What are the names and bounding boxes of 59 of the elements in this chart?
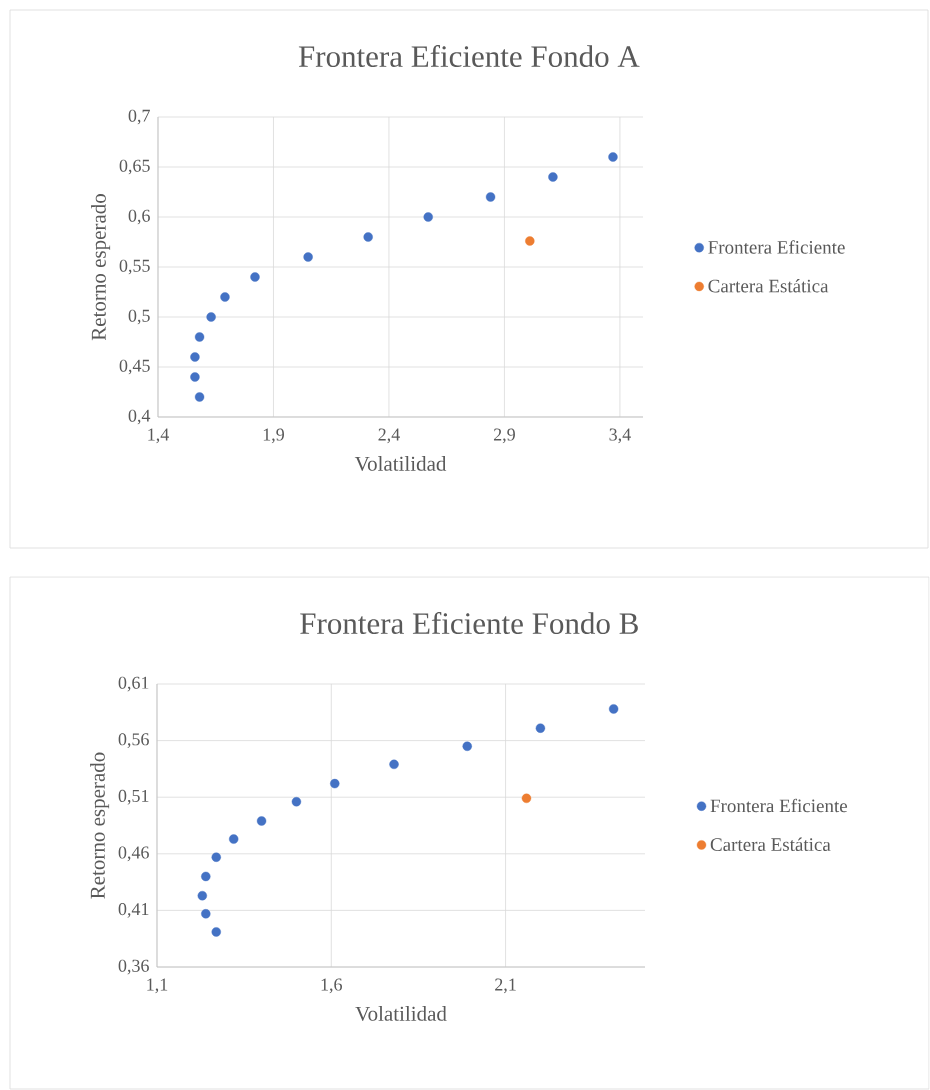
y-tick-label: 0,6 xyxy=(128,209,150,225)
point xyxy=(389,759,399,770)
point xyxy=(535,723,546,733)
point xyxy=(206,312,216,322)
chart-title: Frontera Eficiente Fondo A xyxy=(298,44,640,68)
x-tick-label: 1,1 xyxy=(147,978,168,994)
point xyxy=(485,192,496,202)
y-tick-label: 0,41 xyxy=(118,903,149,918)
legend-label: Cartera Estática xyxy=(710,837,831,851)
legend-label: Frontera Eficiente xyxy=(708,240,845,254)
y-tick-label: 0,51 xyxy=(118,789,149,805)
y-axis-title: Retorno esperado xyxy=(91,194,111,341)
x-tick-label: 1,6 xyxy=(321,978,343,994)
point xyxy=(201,871,211,882)
point xyxy=(190,372,200,382)
x-tick-label: 2,9 xyxy=(493,428,515,444)
x-tick-label: 2,4 xyxy=(378,428,400,444)
point xyxy=(220,292,230,302)
point xyxy=(521,793,532,804)
x-tick-label: 3,4 xyxy=(609,428,631,444)
y-tick-label: 0,45 xyxy=(119,359,150,375)
x-tick-label: 1,9 xyxy=(263,428,284,444)
point xyxy=(363,232,373,242)
point xyxy=(462,741,472,751)
point xyxy=(423,212,433,222)
point xyxy=(608,704,619,714)
x-tick-label: 1,4 xyxy=(148,428,169,444)
point xyxy=(190,352,200,362)
point xyxy=(303,252,313,262)
legend-label: Cartera Estática xyxy=(708,279,829,293)
y-tick-label: 0,46 xyxy=(118,846,149,862)
y-axis-title: Retorno esperado xyxy=(90,752,110,899)
point xyxy=(608,152,618,162)
y-tick-label: 0,55 xyxy=(119,259,150,275)
point xyxy=(211,927,221,937)
y-tick-label: 0,56 xyxy=(118,733,149,748)
y-tick-label: 0,4 xyxy=(128,409,151,425)
point xyxy=(211,852,221,862)
y-tick-label: 0,65 xyxy=(119,159,150,175)
point xyxy=(250,272,260,282)
legend-label: Frontera Eficiente xyxy=(710,798,848,813)
y-tick-label: 0,7 xyxy=(128,109,150,125)
point xyxy=(291,797,302,807)
x-tick-label: 2,1 xyxy=(495,978,516,994)
point xyxy=(194,332,205,342)
point xyxy=(201,909,211,919)
y-tick-label: 0,5 xyxy=(128,309,150,325)
point xyxy=(548,172,558,182)
chart-title: Frontera Eficiente Fondo B xyxy=(300,611,638,635)
y-tick-label: 0,61 xyxy=(118,676,149,692)
point xyxy=(525,236,535,246)
y-tick-label: 0,36 xyxy=(118,959,149,975)
x-axis-title: Volatilidad xyxy=(354,456,447,471)
point xyxy=(228,834,239,844)
point xyxy=(330,778,340,789)
point xyxy=(197,890,208,901)
x-axis-title: Volatilidad xyxy=(355,1006,447,1021)
point xyxy=(194,392,205,402)
point xyxy=(256,816,267,826)
